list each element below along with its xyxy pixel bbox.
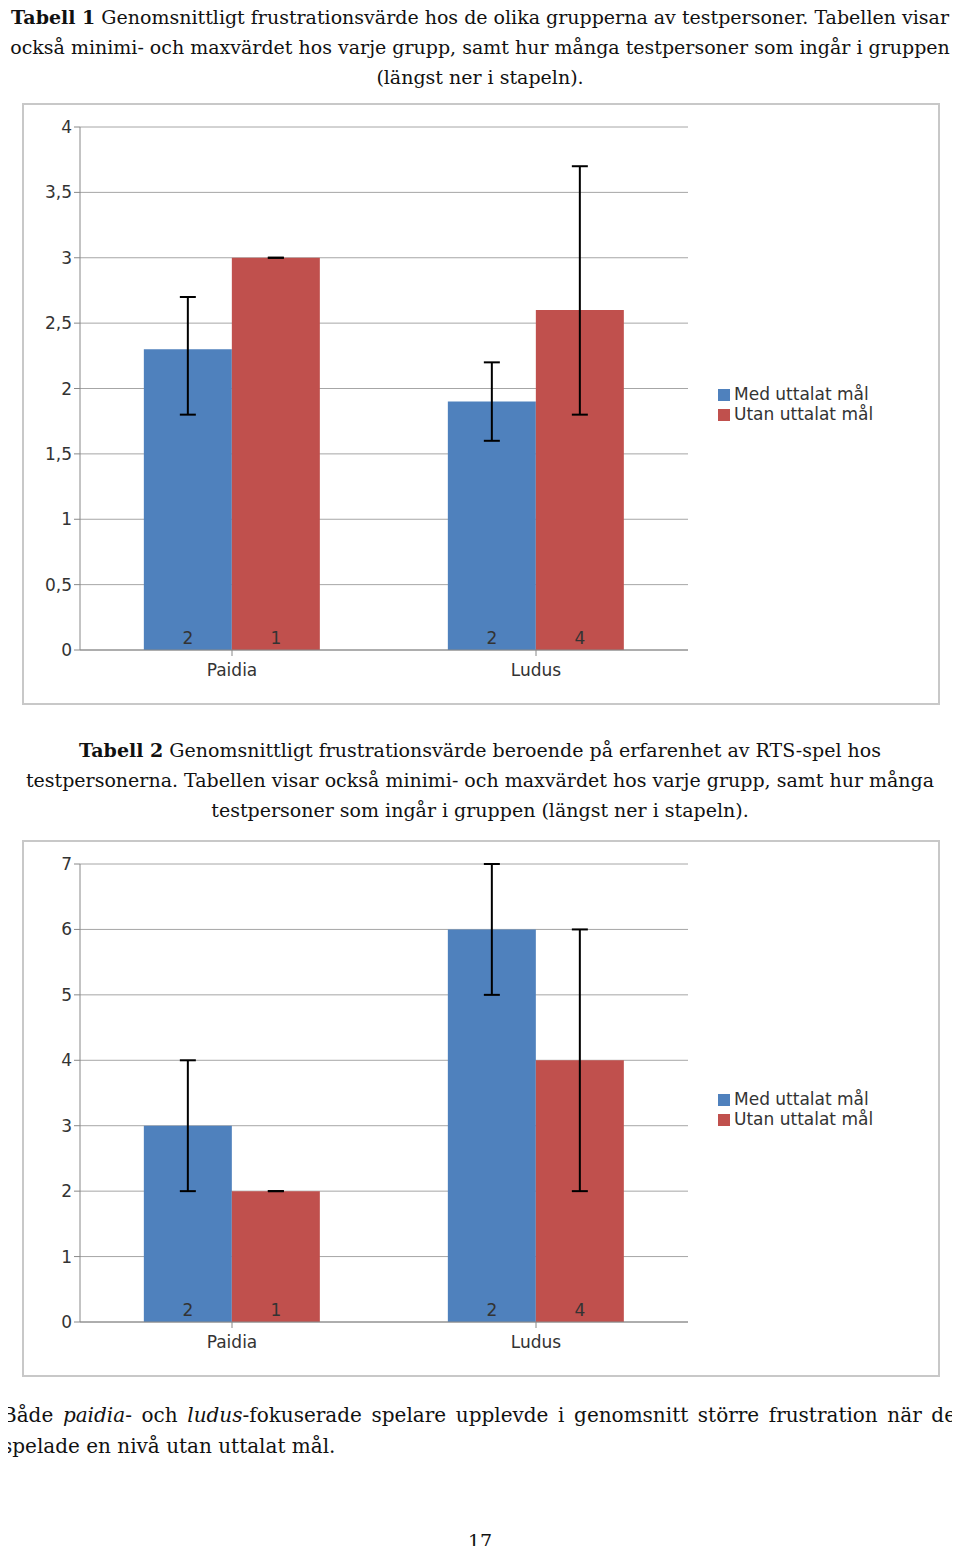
svg-text:3: 3 xyxy=(61,248,72,268)
svg-text:3,5: 3,5 xyxy=(45,182,72,202)
svg-text:4: 4 xyxy=(574,628,585,648)
svg-text:Paidia: Paidia xyxy=(207,1332,258,1352)
svg-text:5: 5 xyxy=(61,985,72,1005)
svg-text:0,5: 0,5 xyxy=(45,575,72,595)
svg-text:2: 2 xyxy=(182,1300,193,1320)
html-text:Med uttalat mål: Med uttalat mål xyxy=(734,1088,869,1109)
svg-text:3: 3 xyxy=(61,1116,72,1136)
html-text:Med uttalat mål: Med uttalat mål xyxy=(734,384,869,404)
svg-text:4: 4 xyxy=(61,1050,72,1070)
svg-text:1: 1 xyxy=(61,1247,72,1267)
svg-text:2: 2 xyxy=(61,379,72,399)
svg-text:0: 0 xyxy=(61,640,72,660)
svg-text:1: 1 xyxy=(270,1300,281,1320)
svg-text:2: 2 xyxy=(486,1300,497,1320)
svg-text:Paidia: Paidia xyxy=(207,660,258,680)
svg-text:Ludus: Ludus xyxy=(511,660,562,680)
html-text:Utan uttalat mål: Utan uttalat mål xyxy=(734,1108,874,1129)
svg-text:1: 1 xyxy=(61,509,72,529)
html-text:Utan uttalat mål: Utan uttalat mål xyxy=(734,404,874,424)
svg-text:2: 2 xyxy=(61,1181,72,1201)
svg-text:2: 2 xyxy=(182,628,193,648)
svg-text:4: 4 xyxy=(574,1300,585,1320)
svg-text:4: 4 xyxy=(61,117,72,137)
svg-text:2: 2 xyxy=(486,628,497,648)
svg-text:1,5: 1,5 xyxy=(45,444,72,464)
html-text:Tabell 2 Genomsnittligt frustr: Tabell 2 Genomsnittligt frustrationsvärd… xyxy=(25,739,935,821)
svg-text:Ludus: Ludus xyxy=(511,1332,562,1352)
svg-text:7: 7 xyxy=(61,854,72,874)
html-text:Tabell 1 Genomsnittligt frustr: Tabell 1 Genomsnittligt frustrationsvärd… xyxy=(10,6,950,88)
svg-text:6: 6 xyxy=(61,919,72,939)
html-text:Både paidia - och ludus -fokus: Både paidia - och ludus -fokuserade spel… xyxy=(2,1403,956,1458)
svg-text:0: 0 xyxy=(61,1312,72,1332)
svg-text:1: 1 xyxy=(270,628,281,648)
svg-text:2,5: 2,5 xyxy=(45,313,72,333)
html-text:17: 17 xyxy=(467,1530,493,1552)
